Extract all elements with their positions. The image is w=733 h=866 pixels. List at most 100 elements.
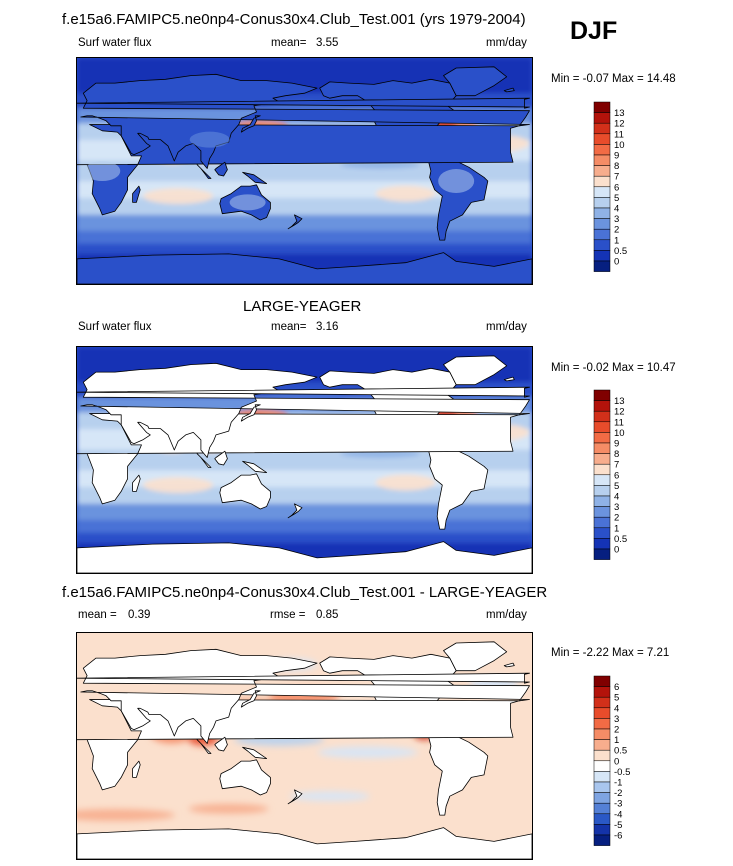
colorbar-tick-label: 13 (614, 396, 625, 407)
colorbar-box (593, 760, 611, 772)
panel-2-map (76, 346, 533, 574)
coastline-new-guinea (242, 171, 268, 184)
colorbar-box (593, 728, 611, 740)
coastline-antarctica (77, 827, 532, 859)
coastline-new-zealand (287, 214, 303, 230)
main-title: f.e15a6.FAMIPC5.ne0np4-Conus30x4.Club_Te… (62, 11, 526, 28)
colorbar-tick-label: 9 (614, 439, 619, 450)
coastline-japan (240, 690, 261, 708)
coastline-sumatra (196, 739, 212, 754)
colorbar-tick-label: -4 (614, 809, 622, 820)
colorbar-tick-label: 4 (614, 204, 619, 215)
coastline-iceland (503, 662, 515, 668)
coastline-greenland (443, 66, 508, 97)
colorbar-box (593, 453, 611, 465)
colorbar-box (593, 400, 611, 412)
colorbar-tick-label: 3 (614, 714, 619, 725)
colorbar-tick-label: 7 (614, 460, 619, 471)
coastline-uk (77, 386, 530, 398)
colorbar-box (593, 538, 611, 550)
panel-3-units: mm/day (486, 609, 527, 621)
coastline-australia (219, 473, 271, 510)
colorbar-tick-label: 5 (614, 693, 619, 704)
colorbar-box (593, 781, 611, 793)
colorbar-box (593, 527, 611, 539)
season-label: DJF (570, 17, 618, 45)
colorbar-box (593, 260, 611, 272)
colorbar-tick-label: 12 (614, 407, 625, 418)
panel-2-colorbar: 13 12 11 10 9 8 7 6 5 4 3 2 1 0.5 0 (593, 389, 654, 570)
colorbar-tick-label: -6 (614, 831, 622, 842)
colorbar-tick-label: 6 (614, 470, 619, 481)
coastline-africa (77, 124, 520, 216)
colorbar-tick-label: -0.5 (614, 767, 630, 778)
panel-1-minmax: Min = -0.07 Max = 14.48 (551, 73, 676, 85)
colorbar-tick-label: 13 (614, 108, 625, 119)
colorbar-box (593, 197, 611, 209)
coastline-africa (77, 699, 520, 791)
colorbar-tick-label: 8 (614, 449, 619, 460)
panel-1-mean-value: 3.55 (316, 37, 339, 49)
panel-1-units: mm/day (486, 37, 527, 49)
colorbar-box (593, 771, 611, 783)
coastline-uk (77, 97, 530, 109)
colorbar-tick-label: 2 (614, 725, 619, 736)
colorbar-tick-label: 3 (614, 214, 619, 225)
colorbar-box (593, 463, 611, 476)
panel-2-mean-label: mean= (271, 321, 307, 333)
colorbar-tick-label: 0.5 (614, 534, 627, 545)
colorbar-box (593, 718, 611, 730)
coastline-eurasia (80, 73, 530, 169)
colorbar-box (593, 112, 611, 124)
panel-3-mean-label: mean = (78, 609, 117, 621)
coastline-madagascar (132, 185, 141, 203)
colorbar-tick-label: 1 (614, 235, 619, 246)
panel-1-mean-label: mean= (271, 37, 307, 49)
coastline-new-guinea (242, 746, 268, 759)
colorbar-box (593, 133, 611, 145)
coastline-africa (77, 413, 520, 505)
colorbar-box (593, 250, 611, 262)
colorbar-tick-label: 3 (614, 502, 619, 513)
colorbar-box (593, 218, 611, 230)
colorbar-box (593, 707, 611, 719)
colorbar-tick-label: -2 (614, 788, 622, 799)
colorbar-box (593, 410, 611, 423)
coastline-japan (240, 115, 261, 133)
panel-3-colorbar: 6 5 4 3 2 1 0.5 0 -0.5 -1 -2 -3 -4 -5 -6 (593, 675, 654, 856)
panel-2-minmax: Min = -0.02 Max = 10.47 (551, 362, 676, 374)
coastline-australia (219, 759, 271, 796)
colorbar-box (593, 389, 611, 401)
coastline-borneo (214, 161, 228, 177)
coastline-iceland (503, 376, 515, 382)
colorbar-box (593, 792, 611, 804)
coastline-madagascar (132, 474, 141, 492)
coastline-south-america (427, 444, 489, 530)
panel-2-title: LARGE-YEAGER (243, 298, 362, 315)
colorbar-box (593, 506, 611, 518)
colorbar-box (593, 144, 611, 156)
colorbar-box (593, 485, 611, 497)
coastline-south-america (427, 730, 489, 816)
colorbar-tick-label: 5 (614, 193, 619, 204)
colorbar-box (593, 749, 611, 762)
colorbar-tick-label: 0.5 (614, 246, 627, 257)
colorbar-tick-label: 8 (614, 161, 619, 172)
coastline-antarctica (77, 252, 532, 284)
colorbar-box (593, 101, 611, 113)
panel-3-title: f.e15a6.FAMIPC5.ne0np4-Conus30x4.Club_Te… (62, 584, 548, 601)
panel-1-variable: Surf water flux (78, 37, 152, 49)
colorbar-tick-label: 0 (614, 756, 619, 767)
colorbar-box (593, 421, 611, 433)
panel-1-map (76, 57, 533, 285)
colorbar-box (593, 824, 611, 836)
colorbar-tick-label: 6 (614, 182, 619, 193)
colorbar-tick-label: 10 (614, 140, 625, 151)
coastline-japan (240, 404, 261, 422)
colorbar-box (593, 495, 611, 507)
coastline-eurasia (80, 648, 530, 744)
coastline-new-zealand (287, 503, 303, 519)
colorbar-tick-label: -1 (614, 778, 622, 789)
coastline-madagascar (132, 760, 141, 778)
coastline-borneo (214, 450, 228, 466)
